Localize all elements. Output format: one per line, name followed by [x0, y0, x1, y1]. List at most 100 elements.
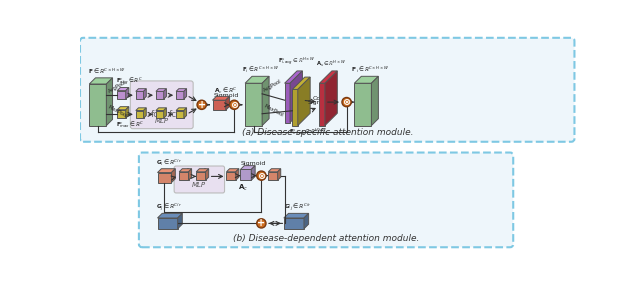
Circle shape	[342, 97, 351, 107]
Polygon shape	[156, 111, 164, 118]
FancyBboxPatch shape	[139, 153, 513, 247]
Polygon shape	[117, 110, 125, 118]
Text: MLP: MLP	[192, 182, 207, 188]
Polygon shape	[196, 172, 205, 180]
Text: (b) Disease-dependent attention module.: (b) Disease-dependent attention module.	[233, 234, 420, 243]
Polygon shape	[212, 100, 226, 110]
Polygon shape	[205, 169, 209, 180]
Polygon shape	[184, 108, 187, 118]
Text: MaxPool: MaxPool	[107, 104, 129, 119]
Polygon shape	[156, 91, 164, 99]
Polygon shape	[136, 108, 147, 111]
Polygon shape	[355, 83, 371, 126]
Text: +: +	[198, 100, 205, 110]
Polygon shape	[176, 108, 187, 111]
Polygon shape	[176, 91, 184, 99]
Polygon shape	[245, 76, 269, 83]
Polygon shape	[178, 213, 182, 229]
Text: MLP: MLP	[155, 118, 169, 124]
Polygon shape	[189, 169, 191, 180]
Polygon shape	[176, 111, 184, 118]
Text: +: +	[257, 218, 266, 228]
Polygon shape	[157, 218, 178, 229]
Polygon shape	[156, 89, 166, 91]
Polygon shape	[227, 172, 236, 180]
Polygon shape	[117, 87, 129, 91]
Polygon shape	[172, 169, 175, 183]
Polygon shape	[355, 76, 378, 83]
Text: fc: fc	[186, 168, 193, 177]
Polygon shape	[136, 91, 143, 99]
FancyBboxPatch shape	[131, 81, 193, 129]
Polygon shape	[157, 173, 172, 183]
Polygon shape	[136, 111, 143, 118]
Text: (a) Disease-specific attention module.: (a) Disease-specific attention module.	[243, 128, 413, 137]
Polygon shape	[325, 71, 337, 126]
Polygon shape	[284, 218, 304, 229]
Polygon shape	[196, 169, 209, 172]
Text: $\mathbf{F}^c_{max} \in \mathbb{R}^C$: $\mathbf{F}^c_{max} \in \mathbb{R}^C$	[116, 120, 144, 130]
FancyBboxPatch shape	[80, 38, 575, 142]
Circle shape	[257, 171, 266, 180]
Polygon shape	[268, 172, 278, 180]
Text: AvgPool: AvgPool	[107, 80, 127, 95]
Polygon shape	[236, 169, 239, 180]
Text: $\mathbf{F}^c_{avg} \in \mathbb{R}^C$: $\mathbf{F}^c_{avg} \in \mathbb{R}^C$	[116, 75, 143, 87]
Polygon shape	[285, 71, 303, 83]
Polygon shape	[90, 78, 113, 84]
Polygon shape	[241, 170, 252, 180]
Polygon shape	[157, 169, 175, 173]
Polygon shape	[184, 89, 187, 99]
Text: $\mathbf{F}'_i \in \mathbb{R}^{C \times H \times W}$: $\mathbf{F}'_i \in \mathbb{R}^{C \times …	[351, 65, 390, 75]
Polygon shape	[226, 96, 230, 110]
Polygon shape	[136, 89, 147, 91]
Text: MaxPool: MaxPool	[263, 104, 284, 118]
Polygon shape	[371, 76, 378, 126]
Polygon shape	[290, 71, 303, 123]
Text: ⊗: ⊗	[342, 97, 351, 107]
Polygon shape	[278, 169, 281, 180]
Circle shape	[197, 100, 206, 110]
Polygon shape	[319, 71, 337, 83]
Polygon shape	[106, 78, 113, 126]
FancyBboxPatch shape	[174, 166, 225, 193]
Text: AvgPool: AvgPool	[263, 78, 284, 93]
Polygon shape	[164, 89, 166, 99]
Text: $\mathbf{G}'_j \in \mathbb{R}^{C/r}$: $\mathbf{G}'_j \in \mathbb{R}^{C/r}$	[284, 201, 311, 213]
Text: Conv: Conv	[312, 96, 328, 100]
Text: ⊗: ⊗	[230, 100, 238, 110]
Polygon shape	[268, 169, 281, 172]
Polygon shape	[262, 76, 269, 126]
Polygon shape	[117, 91, 125, 99]
Polygon shape	[298, 77, 310, 126]
Polygon shape	[304, 213, 308, 229]
Polygon shape	[164, 108, 166, 118]
Polygon shape	[157, 213, 182, 218]
Text: Sigmoid: Sigmoid	[241, 161, 266, 166]
Text: $\mathbf{F}^s_{i,avg} \in \mathbb{R}^{H \times W}$: $\mathbf{F}^s_{i,avg} \in \mathbb{R}^{H …	[278, 56, 316, 68]
Polygon shape	[117, 107, 129, 110]
Polygon shape	[241, 166, 255, 170]
Text: $\mathbf{F}^s_{i,max} \in \mathbb{R}^{H \times W}$: $\mathbf{F}^s_{i,max} \in \mathbb{R}^{H …	[289, 127, 328, 137]
Text: fc: fc	[169, 110, 177, 119]
Polygon shape	[179, 172, 189, 180]
Polygon shape	[284, 213, 308, 218]
Text: $\mathbf{G}_i \in \mathbb{R}^{C/r}$: $\mathbf{G}_i \in \mathbb{R}^{C/r}$	[156, 158, 182, 168]
Text: fc: fc	[203, 168, 210, 177]
Polygon shape	[245, 83, 262, 126]
Polygon shape	[319, 83, 325, 126]
Text: $\mathbf{A}_c \in \mathbb{R}^C$: $\mathbf{A}_c \in \mathbb{R}^C$	[214, 85, 238, 96]
Polygon shape	[143, 108, 147, 118]
Polygon shape	[285, 83, 290, 123]
Text: $\mathbf{G}_j \in \mathbb{R}^{C/r}$: $\mathbf{G}_j \in \mathbb{R}^{C/r}$	[156, 201, 182, 213]
Polygon shape	[156, 108, 166, 111]
Text: ⊗: ⊗	[257, 171, 266, 181]
Text: Sigmoid: Sigmoid	[213, 93, 239, 98]
Text: fc: fc	[150, 110, 159, 119]
Text: $\mathbf{F} \in \mathbb{R}^{C \times H \times W}$: $\mathbf{F} \in \mathbb{R}^{C \times H \…	[88, 67, 126, 76]
Polygon shape	[252, 166, 255, 180]
Polygon shape	[143, 89, 147, 99]
Polygon shape	[212, 96, 230, 100]
Text: $\mathbf{F}_i \in \mathbb{R}^{C \times H \times W}$: $\mathbf{F}_i \in \mathbb{R}^{C \times H…	[242, 65, 279, 75]
Text: Sigmoid: Sigmoid	[308, 100, 333, 105]
